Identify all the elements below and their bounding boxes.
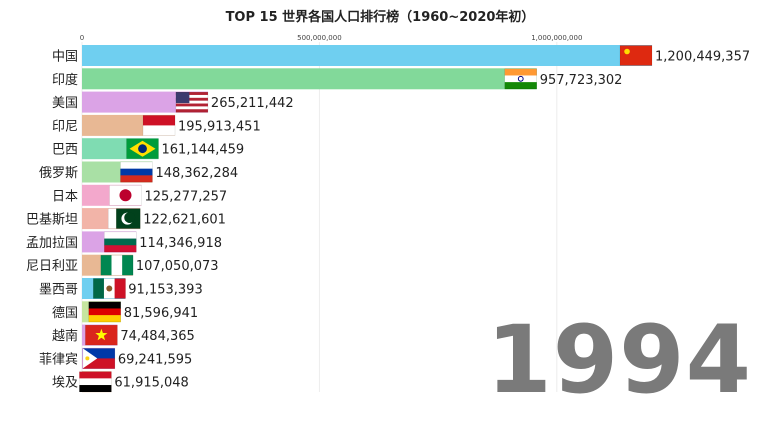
egypt-flag [79,371,112,392]
category-label: 孟加拉国 [26,236,78,251]
usa-flag [175,91,209,113]
india-flag [504,68,537,90]
category-label: 菲律宾 [39,351,78,367]
bar [82,68,537,90]
category-label: 美国 [52,96,78,111]
brazil-flag [126,138,159,159]
value-label: 81,596,941 [124,306,198,321]
category-label: 尼日利亚 [26,259,78,274]
value-label: 114,346,918 [139,236,222,251]
nigeria-flag [100,254,134,276]
value-label: 69,241,595 [118,352,192,367]
value-label: 195,913,451 [178,119,261,134]
bangladesh-flag [104,231,137,253]
category-label: 印尼 [52,119,78,134]
category-label: 越南 [52,328,78,344]
value-label: 161,144,459 [162,143,245,158]
russia-flag [120,161,153,183]
value-label: 957,723,302 [540,73,623,88]
category-label: 印度 [52,72,78,88]
x-tick-label: 500,000,000 [297,34,342,42]
philippines-flag [82,348,116,369]
category-label: 巴基斯坦 [26,213,78,228]
pakistan-flag [107,208,141,229]
value-label: 74,484,365 [120,329,194,344]
value-label: 107,050,073 [136,259,219,274]
category-label: 埃及 [52,376,78,391]
value-label: 1,200,449,357 [655,50,750,65]
value-label: 125,277,257 [144,189,227,204]
value-label: 148,362,284 [155,166,238,181]
category-label: 日本 [52,189,78,204]
year-label: 1994 [486,306,752,415]
category-label: 巴西 [52,143,78,158]
x-tick-label: 0 [80,34,84,42]
germany-flag [88,301,121,323]
value-label: 265,211,442 [211,96,294,111]
value-label: 61,915,048 [114,376,188,391]
category-label: 中国 [52,50,78,65]
value-label: 122,621,601 [143,213,226,228]
value-label: 91,153,393 [128,283,202,298]
vietnam-flag [85,324,118,346]
mexico-flag [93,278,126,299]
category-label: 德国 [52,306,78,321]
indonesia-flag [142,115,176,136]
x-tick-label: 1,000,000,000 [531,34,582,42]
category-label: 墨西哥 [39,283,78,298]
bar [82,45,652,66]
category-label: 俄罗斯 [39,166,78,181]
china-flag [619,45,653,66]
chart-title: TOP 15 世界各国人口排行榜（1960~2020年初） [225,10,535,25]
japan-flag [109,185,142,206]
